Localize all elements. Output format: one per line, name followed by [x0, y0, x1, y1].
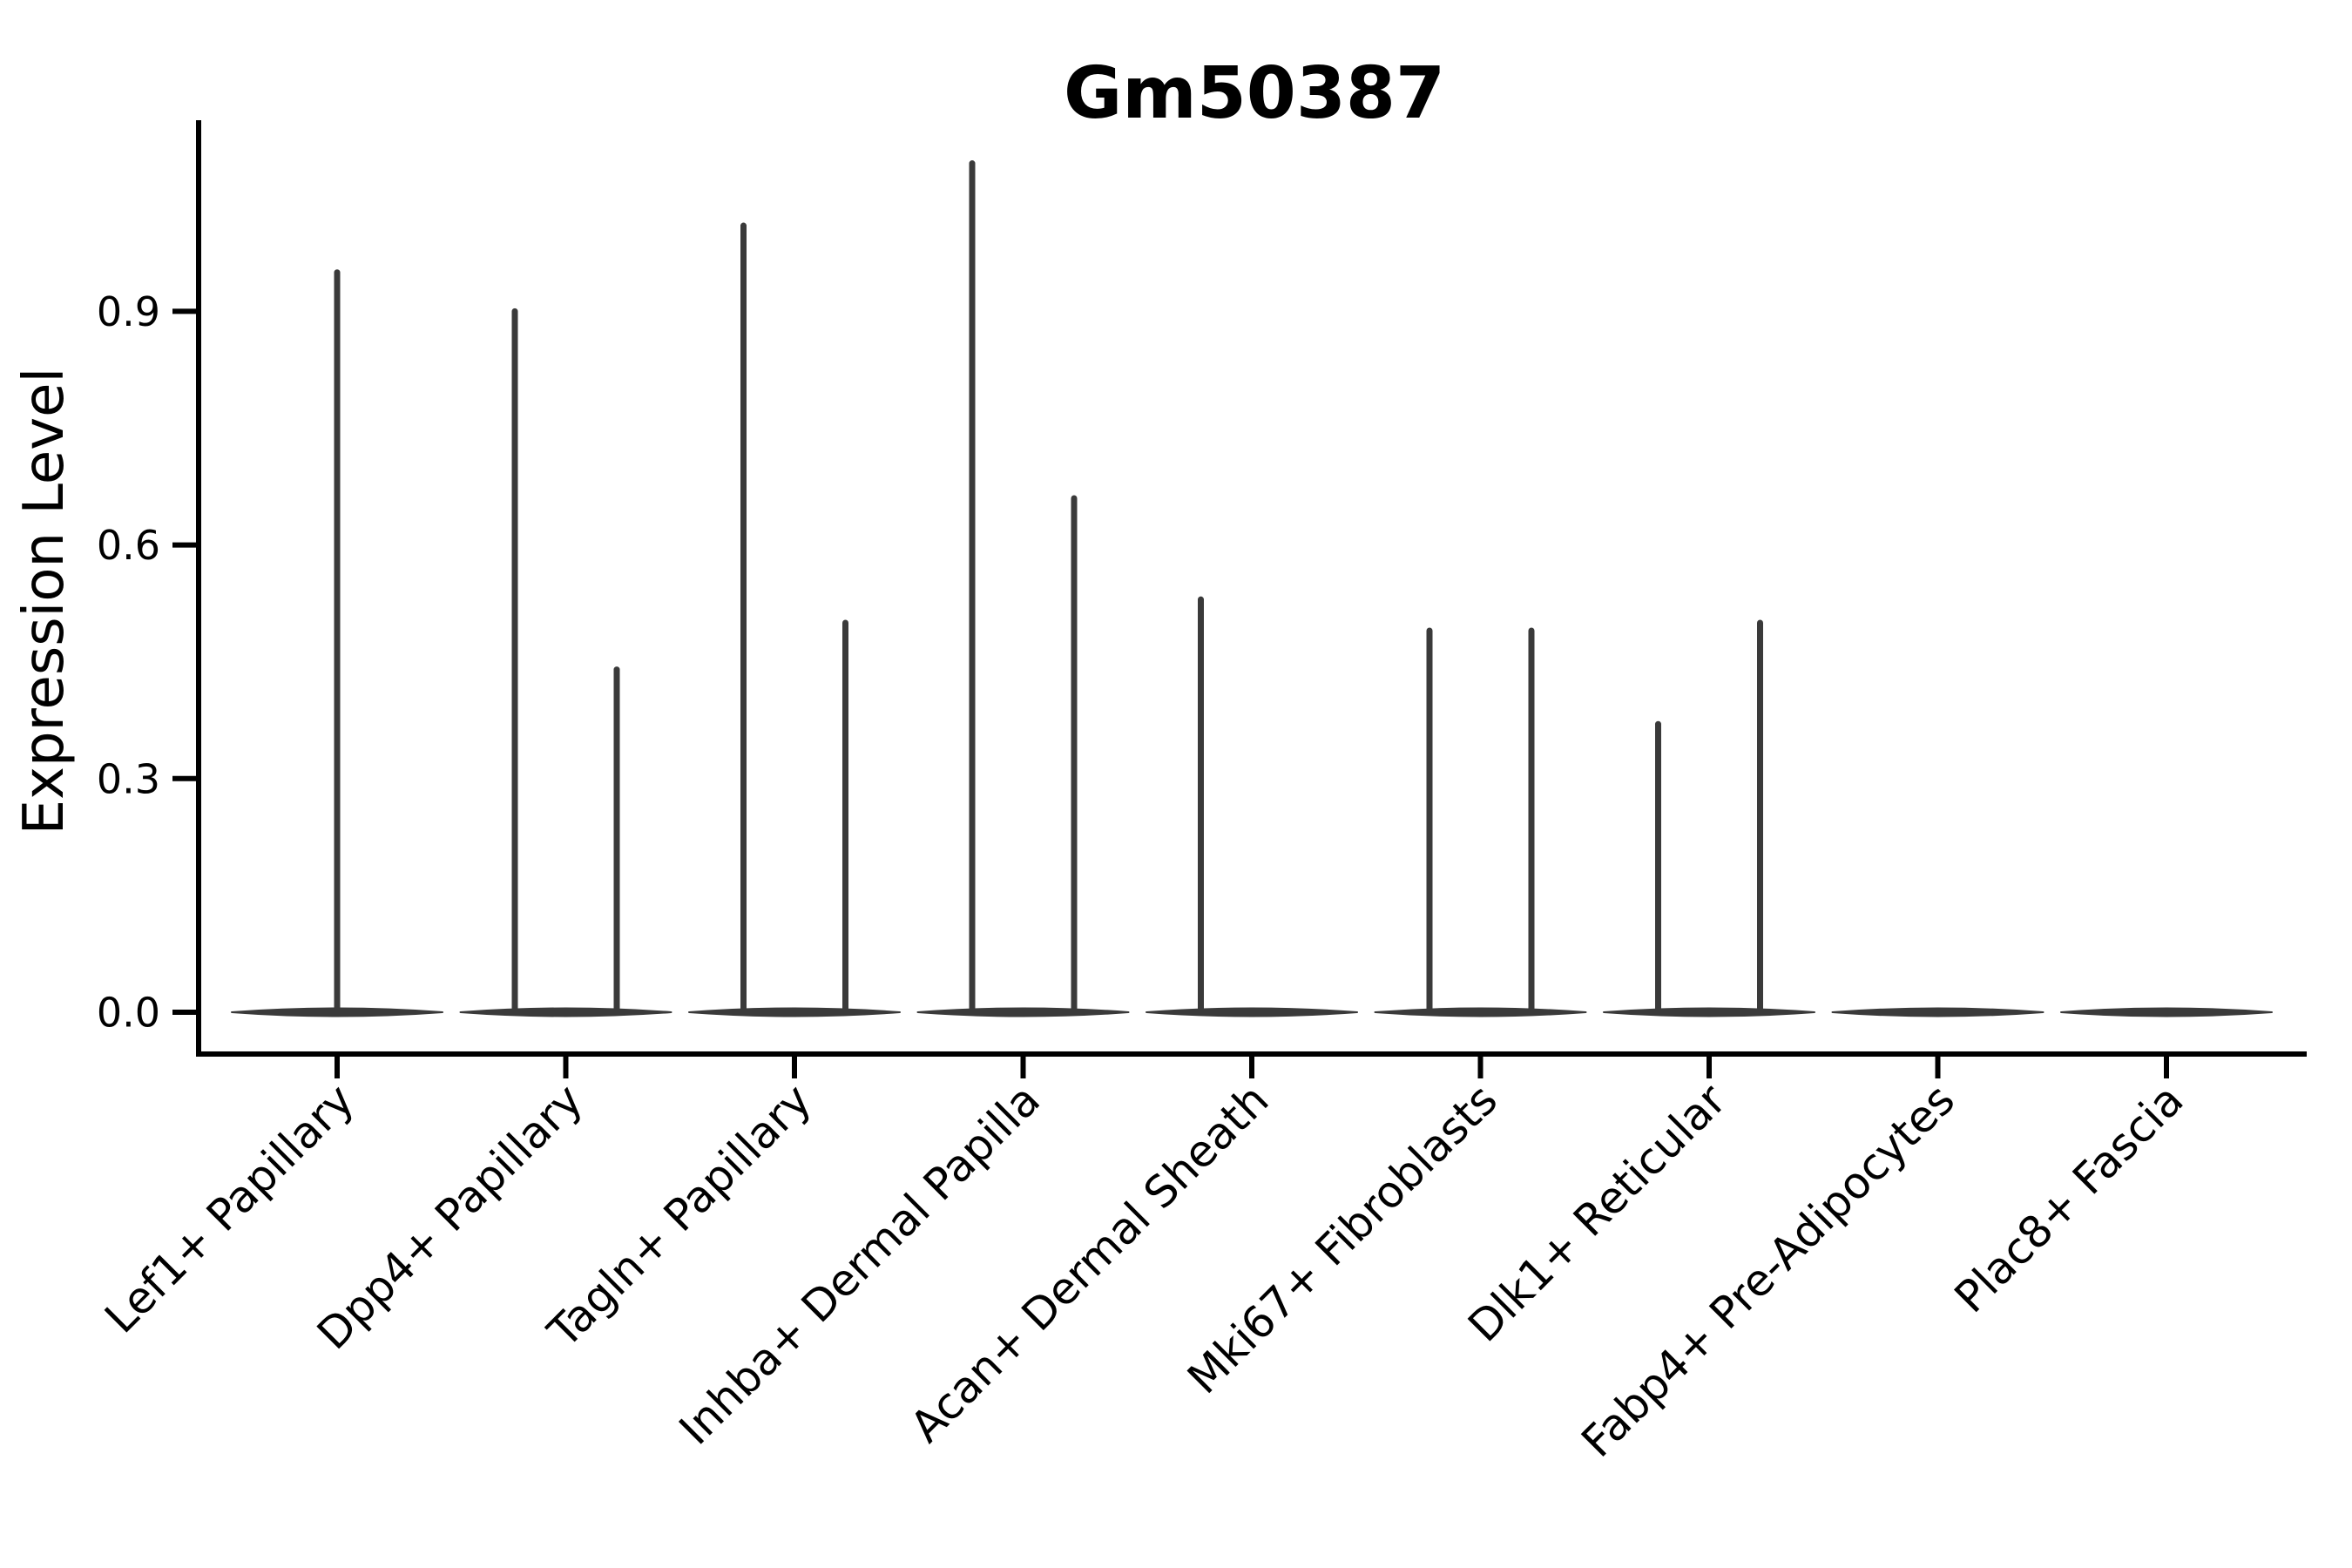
y-tick-label: 0.6: [97, 522, 160, 569]
x-category-label: Inhba+ Dermal Papilla: [670, 1074, 1050, 1454]
y-tick-label: 0.3: [97, 755, 160, 802]
violin-baseline: [2060, 1007, 2273, 1017]
x-category-label: Lef1+ Papillary: [95, 1074, 363, 1342]
y-axis-title: Expression Level: [12, 368, 77, 835]
y-tick-label: 0.0: [97, 990, 160, 1037]
violin-baseline: [459, 1007, 672, 1017]
x-category-label: Plac8+ Fascia: [1945, 1074, 2193, 1322]
violin-baseline: [1374, 1007, 1587, 1017]
violin-baseline: [1603, 1007, 1815, 1017]
violin-baseline: [916, 1007, 1130, 1017]
violin-baseline: [688, 1007, 901, 1017]
y-tick-label: 0.9: [97, 288, 160, 335]
plot-title: Gm50387: [1064, 52, 1445, 135]
violin-baseline: [1831, 1007, 2044, 1017]
violin-baseline: [1146, 1007, 1358, 1017]
x-category-label: Fabp4+ Pre-Adipocytes: [1571, 1074, 1964, 1467]
